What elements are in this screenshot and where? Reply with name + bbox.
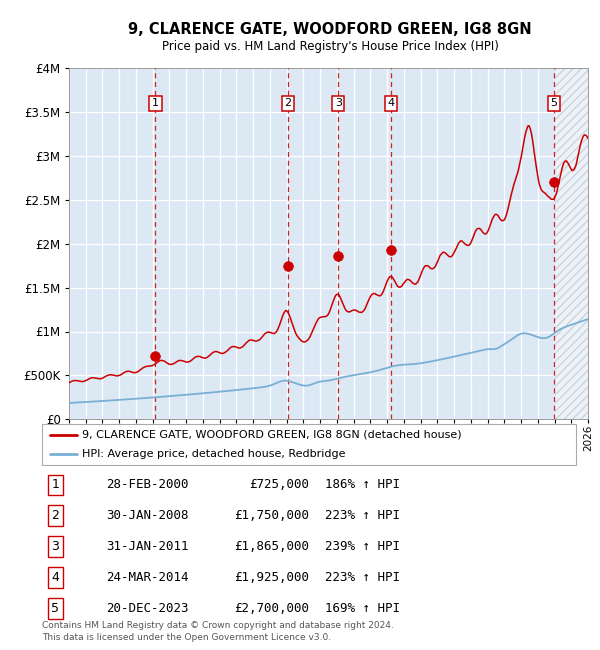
Text: £1,750,000: £1,750,000 — [234, 509, 309, 522]
Bar — [554, 68, 588, 419]
Text: £725,000: £725,000 — [249, 478, 309, 491]
Text: 223% ↑ HPI: 223% ↑ HPI — [325, 571, 400, 584]
Text: 3: 3 — [335, 98, 342, 109]
Text: 1: 1 — [152, 98, 159, 109]
Text: £2,700,000: £2,700,000 — [234, 602, 309, 615]
Text: 4: 4 — [52, 571, 59, 584]
Text: 9, CLARENCE GATE, WOODFORD GREEN, IG8 8GN (detached house): 9, CLARENCE GATE, WOODFORD GREEN, IG8 8G… — [82, 430, 461, 440]
Text: 4: 4 — [388, 98, 395, 109]
Text: £1,865,000: £1,865,000 — [234, 540, 309, 553]
Text: 20-DEC-2023: 20-DEC-2023 — [106, 602, 188, 615]
Text: 1: 1 — [52, 478, 59, 491]
Text: 239% ↑ HPI: 239% ↑ HPI — [325, 540, 400, 553]
Text: 30-JAN-2008: 30-JAN-2008 — [106, 509, 188, 522]
Text: 5: 5 — [52, 602, 59, 615]
Text: 28-FEB-2000: 28-FEB-2000 — [106, 478, 188, 491]
Bar — [554, 68, 588, 419]
Text: 2: 2 — [52, 509, 59, 522]
Text: £1,925,000: £1,925,000 — [234, 571, 309, 584]
Text: 186% ↑ HPI: 186% ↑ HPI — [325, 478, 400, 491]
Text: 223% ↑ HPI: 223% ↑ HPI — [325, 509, 400, 522]
Text: 3: 3 — [52, 540, 59, 553]
Text: 2: 2 — [284, 98, 292, 109]
FancyBboxPatch shape — [42, 424, 576, 465]
Text: 169% ↑ HPI: 169% ↑ HPI — [325, 602, 400, 615]
Text: HPI: Average price, detached house, Redbridge: HPI: Average price, detached house, Redb… — [82, 448, 346, 459]
Text: 5: 5 — [551, 98, 557, 109]
Text: 9, CLARENCE GATE, WOODFORD GREEN, IG8 8GN: 9, CLARENCE GATE, WOODFORD GREEN, IG8 8G… — [128, 21, 532, 37]
Text: Contains HM Land Registry data © Crown copyright and database right 2024.
This d: Contains HM Land Registry data © Crown c… — [42, 621, 394, 642]
Text: Price paid vs. HM Land Registry's House Price Index (HPI): Price paid vs. HM Land Registry's House … — [161, 40, 499, 53]
Text: 24-MAR-2014: 24-MAR-2014 — [106, 571, 188, 584]
Text: 31-JAN-2011: 31-JAN-2011 — [106, 540, 188, 553]
